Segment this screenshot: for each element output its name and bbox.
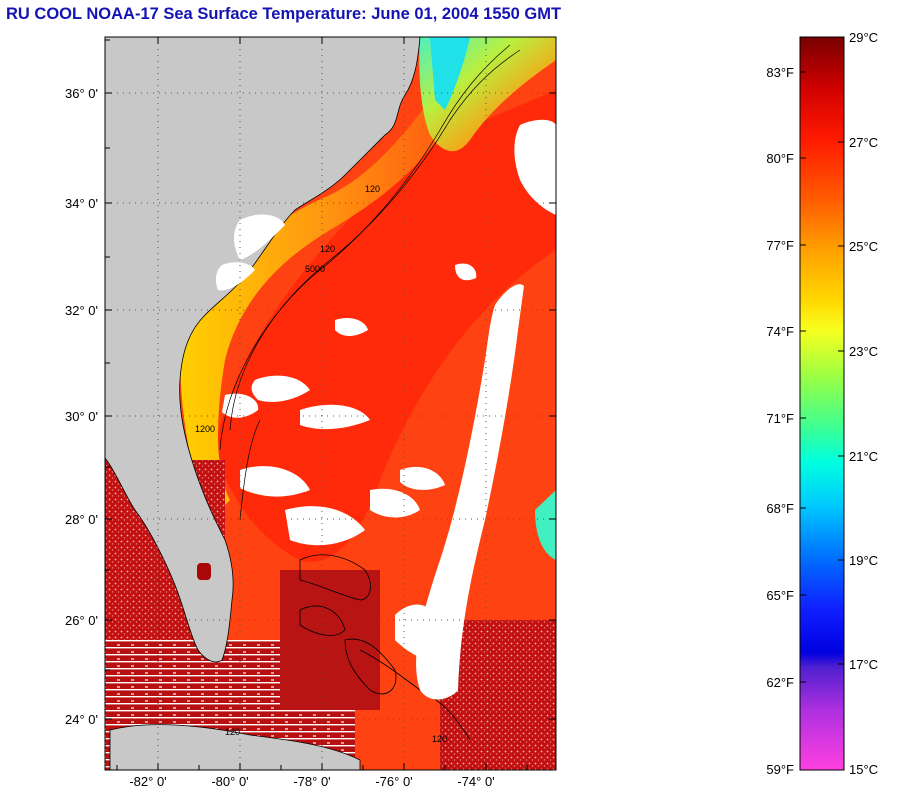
contour-label: 120 [432, 734, 447, 744]
celsius-label: 25°C [849, 239, 879, 254]
latitude-label: 34° 0' [65, 196, 98, 211]
fahrenheit-label: 74°F [766, 324, 794, 339]
axis-ticks [105, 37, 556, 770]
fahrenheit-label: 59°F [766, 762, 794, 777]
fahrenheit-label: 83°F [766, 65, 794, 80]
latitude-label: 32° 0' [65, 303, 98, 318]
contour-label: 1200 [195, 424, 215, 434]
fahrenheit-label: 62°F [766, 675, 794, 690]
fahrenheit-label: 65°F [766, 588, 794, 603]
longitude-label: -78° 0' [293, 774, 331, 789]
graticule [105, 37, 556, 770]
celsius-label: 23°C [849, 344, 879, 359]
cuba-outline [109, 724, 361, 770]
map-frame [104, 36, 557, 771]
contour-label: 5000 [305, 264, 325, 274]
contour-label: 120 [365, 184, 380, 194]
land-mainland [105, 37, 421, 663]
celsius-label: 19°C [849, 553, 879, 568]
contour-label: 120 [225, 727, 240, 737]
latitude-label: 24° 0' [65, 712, 98, 727]
fahrenheit-label: 77°F [766, 238, 794, 253]
celsius-label: 21°C [849, 449, 879, 464]
fahrenheit-label: 80°F [766, 151, 794, 166]
celsius-label: 29°C [849, 30, 879, 45]
colorbar-gradient [799, 36, 845, 771]
celsius-label: 17°C [849, 657, 879, 672]
bahamas-islands [299, 554, 397, 695]
latitude-label: 30° 0' [65, 409, 98, 424]
latitude-label: 26° 0' [65, 613, 98, 628]
isobath-contours [219, 44, 521, 521]
map-title: RU COOL NOAA-17 Sea Surface Temperature:… [6, 5, 562, 23]
longitude-label: -76° 0' [375, 774, 413, 789]
fahrenheit-label: 71°F [766, 411, 794, 426]
lake-okeechobee [197, 563, 211, 580]
longitude-label: -82° 0' [129, 774, 167, 789]
latitude-label: 36° 0' [65, 86, 98, 101]
contour-label: 120 [320, 244, 335, 254]
fahrenheit-label: 68°F [766, 501, 794, 516]
gulf-stream [215, 90, 556, 562]
latitude-label: 28° 0' [65, 512, 98, 527]
celsius-label: 27°C [849, 135, 879, 150]
longitude-label: -74° 0' [457, 774, 495, 789]
celsius-label: 15°C [849, 762, 879, 777]
cloud-cover [215, 119, 556, 700]
longitude-label: -80° 0' [211, 774, 249, 789]
